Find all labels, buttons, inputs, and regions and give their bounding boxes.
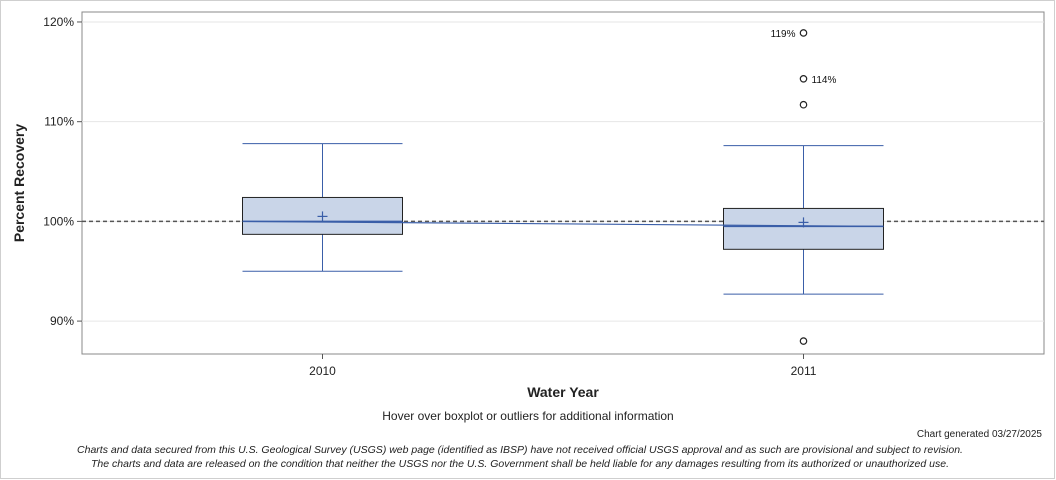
plot-area — [81, 11, 1045, 355]
boxplot-chart: 90% 100% 110% 120% 2010 2011 114% 119% Water … — [11, 11, 1045, 400]
boxplots: 114% 119% — [242, 29, 884, 345]
x-axis: 2010 2011 — [309, 354, 817, 378]
x-tick-label: 2010 — [309, 364, 336, 378]
outlier-point — [799, 337, 808, 345]
y-tick-label: 120% — [43, 15, 74, 29]
iqr-box — [723, 207, 884, 250]
y-tick-label: 100% — [43, 214, 74, 228]
outlier-label: 114% — [812, 75, 837, 86]
outlier-point — [799, 100, 808, 109]
y-tick-label: 90% — [50, 314, 74, 328]
median-connect-line — [242, 220, 884, 227]
hover-note: Hover over boxplot or outliers for addit… — [382, 409, 674, 423]
x-tick-label: 2011 — [791, 364, 817, 378]
y-axis: 90% 100% 110% 120% — [43, 15, 82, 328]
disclaimer-line-2: The charts and data are released on the … — [91, 458, 949, 470]
y-axis-title: Percent Recovery — [11, 124, 27, 243]
boxplot-2010 — [242, 143, 403, 272]
outlier-point — [799, 75, 808, 83]
x-axis-title: Water Year — [527, 384, 599, 400]
disclaimer-line-1: Charts and data secured from this U.S. G… — [77, 444, 963, 456]
chart-generated-date: Chart generated 03/27/2025 — [916, 429, 1042, 440]
y-tick-label: 110% — [44, 115, 74, 129]
boxplot-2011: 114% 119% — [723, 29, 884, 345]
outlier-point — [799, 29, 808, 37]
outlier-label: 119% — [771, 29, 796, 40]
